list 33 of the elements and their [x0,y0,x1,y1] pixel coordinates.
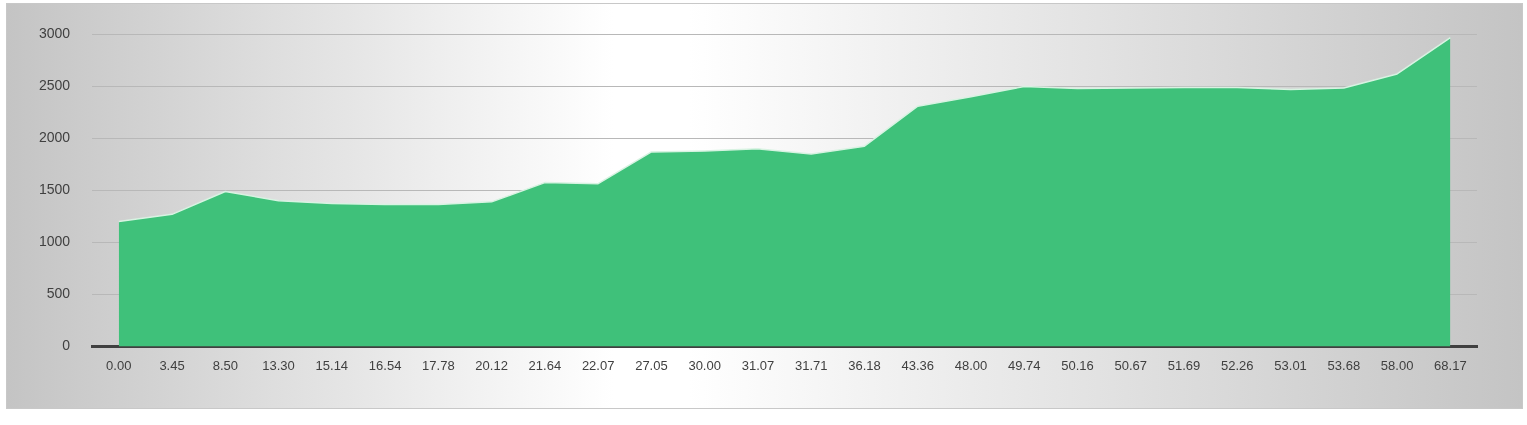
y-tick-label: 3000 [38,25,71,42]
x-tick-label: 53.68 [1327,357,1361,373]
x-tick-label: 22.07 [581,357,615,373]
x-tick-label: 16.54 [368,357,402,373]
y-tick-label: 1500 [38,181,71,198]
x-tick-label: 52.26 [1221,357,1254,373]
x-tick-label: 43.36 [901,357,934,373]
x-tick-label: 31.71 [794,357,828,373]
y-tick-label: 2000 [38,129,71,146]
y-tick-label: 0 [62,337,71,354]
x-tick-label: 36.18 [848,357,881,373]
y-tick-label: 500 [46,285,71,302]
x-tick-label: 0.00 [106,357,132,373]
x-tick-label: 15.14 [315,357,349,373]
x-tick-label: 13.30 [262,357,295,373]
y-tick-label: 2500 [38,77,71,94]
x-tick-label: 27.05 [635,357,668,373]
x-tick-label: 30.00 [688,357,721,373]
x-tick-label: 3.45 [159,357,185,373]
x-tick-label: 50.16 [1061,357,1094,373]
x-tick-label: 50.67 [1114,357,1148,373]
y-tick-label: 1000 [38,233,71,250]
x-tick-label: 51.69 [1167,357,1201,373]
x-tick-label: 58.00 [1380,357,1414,373]
x-tick-label: 17.78 [422,357,455,373]
x-tick-label: 20.12 [475,357,508,373]
x-tick-label: 68.17 [1434,357,1467,373]
x-tick-label: 8.50 [212,357,238,373]
x-tick-label: 21.64 [528,357,562,373]
x-tick-label: 31.07 [741,357,775,373]
x-tick-label: 53.01 [1274,357,1307,373]
x-tick-label: 49.74 [1007,357,1041,373]
x-tick-label: 48.00 [954,357,988,373]
